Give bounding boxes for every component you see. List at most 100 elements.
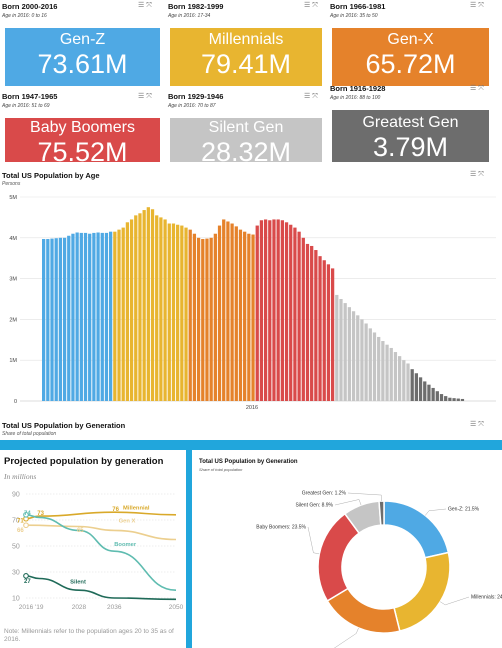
age-bar[interactable] bbox=[167, 223, 171, 401]
age-bar[interactable] bbox=[100, 232, 104, 401]
age-bar[interactable] bbox=[155, 215, 159, 401]
age-bar[interactable] bbox=[196, 237, 201, 401]
menu-icon[interactable]: ☰ bbox=[470, 421, 479, 428]
menu-icon[interactable]: ☰ bbox=[304, 2, 313, 9]
age-bar[interactable] bbox=[318, 256, 322, 401]
expand-icon[interactable]: ⤧ bbox=[146, 2, 154, 9]
age-bar[interactable] bbox=[427, 384, 431, 401]
donut-slice-greatest-gen[interactable] bbox=[378, 500, 385, 526]
age-bar[interactable] bbox=[117, 229, 121, 401]
age-bar[interactable] bbox=[326, 264, 331, 401]
series-line-silent[interactable] bbox=[25, 575, 177, 601]
card-tile-genx[interactable]: Gen-X 65.72M bbox=[332, 28, 489, 86]
age-bar[interactable] bbox=[444, 396, 448, 401]
menu-icon[interactable]: ☰ bbox=[470, 2, 479, 9]
age-bar[interactable] bbox=[121, 227, 125, 401]
age-bar[interactable] bbox=[188, 229, 192, 401]
card-controls-greatest[interactable]: ☰⤧ bbox=[470, 84, 486, 93]
age-bar[interactable] bbox=[280, 220, 284, 401]
age-bar[interactable] bbox=[230, 223, 234, 401]
card-tile-millennials[interactable]: Millennials 79.41M bbox=[170, 28, 322, 86]
age-bar[interactable] bbox=[397, 356, 402, 401]
age-bar[interactable] bbox=[414, 373, 419, 401]
card-controls-boomers[interactable]: ☰⤧ bbox=[138, 92, 154, 101]
donut-slice-baby-boomers[interactable] bbox=[317, 512, 361, 602]
age-bar[interactable] bbox=[50, 238, 54, 401]
age-bar[interactable] bbox=[171, 223, 176, 401]
age-bar[interactable] bbox=[159, 217, 163, 401]
age-bar[interactable] bbox=[75, 232, 79, 401]
expand-icon[interactable]: ⤧ bbox=[478, 421, 486, 428]
age-bar[interactable] bbox=[209, 237, 213, 401]
age-bar[interactable] bbox=[460, 398, 465, 401]
age-bar[interactable] bbox=[272, 219, 276, 401]
series-line-boomer[interactable] bbox=[25, 514, 177, 591]
age-bar[interactable] bbox=[217, 225, 222, 401]
age-bar[interactable] bbox=[351, 311, 356, 401]
age-bar[interactable] bbox=[205, 238, 209, 401]
age-bar[interactable] bbox=[42, 239, 46, 401]
age-bar[interactable] bbox=[150, 209, 155, 401]
age-bar[interactable] bbox=[381, 341, 385, 401]
age-bar[interactable] bbox=[125, 222, 130, 401]
age-bar[interactable] bbox=[92, 232, 96, 401]
age-bar[interactable] bbox=[222, 219, 226, 401]
age-bar[interactable] bbox=[452, 398, 456, 401]
card-controls-silent[interactable]: ☰⤧ bbox=[304, 92, 320, 101]
age-bar[interactable] bbox=[176, 224, 180, 401]
expand-icon[interactable]: ⤧ bbox=[478, 85, 486, 92]
age-bar[interactable] bbox=[88, 233, 92, 401]
age-bar[interactable] bbox=[289, 224, 293, 401]
age-bar[interactable] bbox=[54, 238, 58, 401]
card-controls-millennials[interactable]: ☰⤧ bbox=[304, 1, 320, 10]
age-bar[interactable] bbox=[180, 225, 184, 401]
age-bar[interactable] bbox=[343, 303, 347, 401]
age-chart-controls[interactable]: ☰⤧ bbox=[470, 170, 486, 179]
age-bar[interactable] bbox=[372, 332, 377, 401]
age-bar[interactable] bbox=[368, 328, 372, 401]
age-bar[interactable] bbox=[330, 268, 335, 401]
generation-share-controls[interactable]: ☰⤧ bbox=[470, 420, 486, 429]
card-tile-silent[interactable]: Silent Gen 28.32M bbox=[170, 118, 322, 167]
age-bar[interactable] bbox=[439, 394, 444, 401]
age-bar[interactable] bbox=[255, 225, 259, 401]
card-tile-greatest[interactable]: Greatest Gen 3.79M bbox=[332, 110, 489, 162]
age-bar[interactable] bbox=[138, 213, 142, 401]
age-bar[interactable] bbox=[62, 237, 67, 401]
expand-icon[interactable]: ⤧ bbox=[478, 171, 486, 178]
age-bar[interactable] bbox=[213, 233, 217, 401]
menu-icon[interactable]: ☰ bbox=[138, 2, 147, 9]
age-bar[interactable] bbox=[129, 219, 134, 401]
age-bar[interactable] bbox=[314, 250, 318, 401]
age-bar[interactable] bbox=[247, 233, 251, 401]
age-bar[interactable] bbox=[305, 243, 310, 401]
age-bar[interactable] bbox=[448, 397, 452, 401]
age-bar[interactable] bbox=[293, 227, 297, 401]
card-controls-genx[interactable]: ☰⤧ bbox=[470, 1, 486, 10]
menu-icon[interactable]: ☰ bbox=[470, 171, 479, 178]
expand-icon[interactable]: ⤧ bbox=[478, 2, 486, 9]
age-bar[interactable] bbox=[364, 323, 368, 401]
age-bar[interactable] bbox=[347, 307, 351, 401]
age-bar[interactable] bbox=[322, 260, 326, 401]
age-bar[interactable] bbox=[276, 219, 280, 401]
expand-icon[interactable]: ⤧ bbox=[312, 93, 320, 100]
expand-icon[interactable]: ⤧ bbox=[312, 2, 320, 9]
age-bar[interactable] bbox=[406, 363, 410, 401]
series-line-millennial[interactable] bbox=[25, 511, 177, 520]
age-bar[interactable] bbox=[58, 237, 63, 401]
series-line-gen-x[interactable] bbox=[25, 524, 177, 541]
menu-icon[interactable]: ☰ bbox=[304, 93, 313, 100]
age-bar[interactable] bbox=[113, 231, 117, 401]
menu-icon[interactable]: ☰ bbox=[138, 93, 147, 100]
age-bar[interactable] bbox=[301, 237, 305, 401]
age-bar[interactable] bbox=[410, 369, 414, 401]
age-bar[interactable] bbox=[109, 231, 113, 401]
age-bar[interactable] bbox=[268, 220, 272, 401]
age-bar[interactable] bbox=[356, 315, 360, 401]
age-bar[interactable] bbox=[96, 232, 100, 401]
age-bar[interactable] bbox=[339, 299, 343, 401]
age-bar[interactable] bbox=[456, 398, 460, 401]
age-bar[interactable] bbox=[238, 229, 243, 401]
age-bar[interactable] bbox=[431, 387, 435, 401]
